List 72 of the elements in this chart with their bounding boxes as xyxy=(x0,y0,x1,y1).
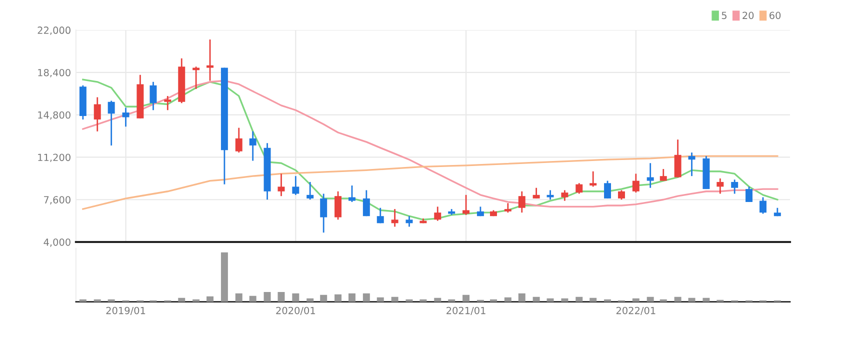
candlestick xyxy=(376,207,384,224)
candlestick xyxy=(646,162,654,189)
candlestick xyxy=(306,181,314,200)
candlestick xyxy=(590,170,597,188)
candlestick xyxy=(604,180,612,200)
candlestick xyxy=(362,190,370,217)
candlestick xyxy=(235,127,242,154)
bar xyxy=(334,294,342,302)
candlestick xyxy=(108,100,115,146)
legend-label: 5 xyxy=(722,12,726,20)
bar xyxy=(292,293,300,302)
y-tick-label: 4,000 xyxy=(44,238,70,247)
candlestick xyxy=(391,208,398,228)
candlestick xyxy=(632,173,640,194)
x-tick-label: 2022/01 xyxy=(616,306,656,315)
candlestick xyxy=(348,184,356,203)
y-tick-label: 14,800 xyxy=(38,111,70,120)
bar xyxy=(249,296,256,302)
bar xyxy=(278,292,285,302)
candlestick xyxy=(518,190,526,214)
candlestick xyxy=(576,182,583,194)
bar xyxy=(362,293,370,302)
candlestick xyxy=(546,190,554,200)
candlestick xyxy=(278,173,285,197)
y-tick-label: 7,600 xyxy=(44,196,70,204)
bar xyxy=(391,296,398,302)
bar xyxy=(235,293,242,302)
candlestick xyxy=(320,193,328,234)
candlestick xyxy=(746,186,753,203)
bar xyxy=(462,294,470,302)
candlestick xyxy=(434,206,442,222)
y-tick-label: 11,200 xyxy=(38,154,70,162)
candlestick xyxy=(164,95,172,111)
bar xyxy=(576,296,583,302)
bar xyxy=(504,297,512,302)
candlestick xyxy=(688,152,696,177)
y-tick-label: 18,400 xyxy=(38,68,70,78)
x-tick-label: 2021/01 xyxy=(446,306,486,315)
y-tick-label: 22,000 xyxy=(38,26,70,35)
candlestick xyxy=(292,175,300,196)
x-tick-label: 2020/01 xyxy=(276,306,315,315)
bar xyxy=(532,296,540,302)
candlestick xyxy=(532,187,540,200)
bar xyxy=(348,293,356,302)
candlestick xyxy=(249,130,256,162)
bar xyxy=(220,252,228,302)
candlestick xyxy=(150,81,157,111)
legend-label: 60 xyxy=(770,12,781,20)
bar xyxy=(518,293,526,302)
candlestick xyxy=(406,215,413,228)
candlestick xyxy=(716,178,724,194)
legend-label: 20 xyxy=(742,12,754,20)
bar xyxy=(264,292,271,302)
candlestick xyxy=(504,202,512,214)
bar xyxy=(646,296,654,302)
bar xyxy=(376,297,384,302)
bar xyxy=(674,296,682,302)
candlestick xyxy=(731,178,738,194)
candlestick xyxy=(759,196,766,214)
candlestick xyxy=(94,96,101,132)
candlestick xyxy=(561,190,568,202)
candlestick xyxy=(674,138,682,178)
bar xyxy=(320,294,328,302)
bar xyxy=(206,296,214,302)
candlestick xyxy=(206,38,214,82)
x-tick-label: 2019/01 xyxy=(106,306,146,315)
candlestick xyxy=(122,107,130,128)
candlestick xyxy=(660,168,667,182)
candlestick xyxy=(462,194,470,216)
line-series xyxy=(82,155,778,210)
candlestick xyxy=(618,190,625,200)
candlestick xyxy=(334,190,342,220)
